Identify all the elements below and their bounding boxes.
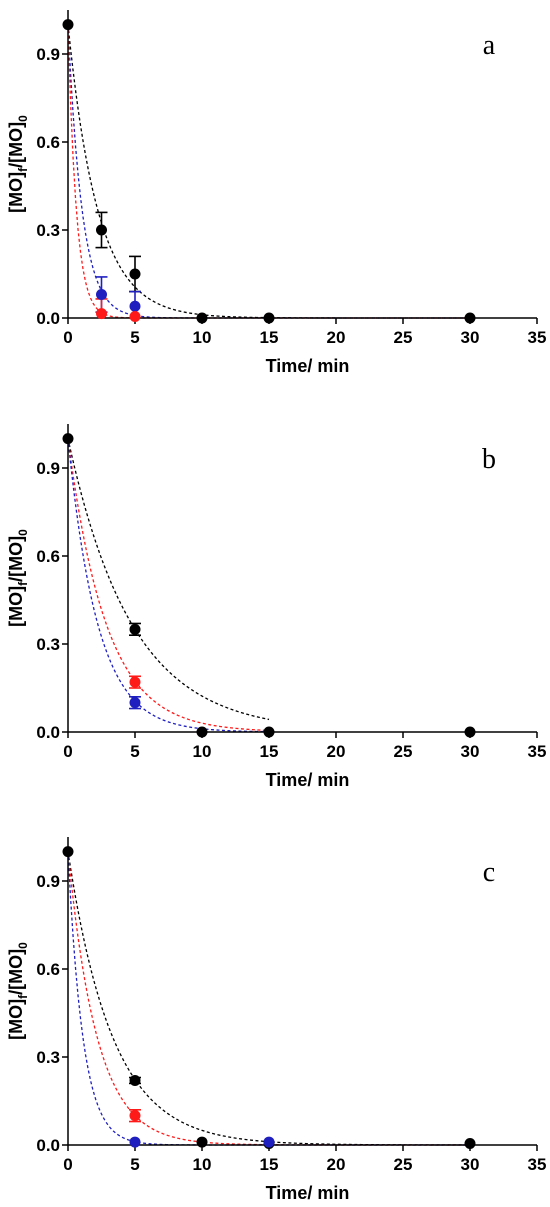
fit-curve-series-2: [67, 851, 470, 1146]
panel-letter: b: [482, 444, 496, 475]
y-axis-title-subscript: 0: [16, 942, 30, 949]
x-tick-label: 35: [528, 742, 547, 761]
x-tick-label: 35: [528, 328, 547, 347]
x-axis-title: Time/ min: [266, 770, 350, 790]
data-point-series-0: [464, 1138, 476, 1150]
data-point-series-0: [196, 312, 208, 324]
y-tick-label: 0.6: [36, 960, 60, 979]
chart-panel-b: 0 5 10 15 20 25 30 35 0.0 0.3 0.6 0.9 Time/ min [MO]f…: [6, 424, 546, 790]
x-tick-label: 0: [63, 742, 72, 761]
data-point-series-0: [96, 224, 107, 236]
x-tick-label: 20: [327, 1155, 346, 1174]
y-axis-title-part: [MO]: [6, 999, 26, 1040]
y-tick-label: 0.3: [36, 221, 60, 240]
y-axis-title: [MO]f/[MO]0: [6, 115, 30, 213]
y-axis-title-part: /[MO]: [6, 949, 26, 995]
x-tick-label: 25: [394, 1155, 413, 1174]
x-tick-label: 10: [193, 328, 212, 347]
y-tick-label: 0.9: [36, 872, 60, 891]
x-tick-label: 10: [193, 742, 212, 761]
chart-panel-a: 0 5 10 15 20 25 30 35 0.0 0.3 0.6 0.9 Time/ min [MO]f…: [6, 10, 546, 376]
x-tick-label: 5: [130, 1155, 139, 1174]
data-point-series-0: [196, 1136, 208, 1148]
y-axis-title-part: /[MO]: [6, 536, 26, 582]
fit-curve-series-1: [67, 851, 470, 1146]
data-point-series-0: [263, 726, 275, 738]
fit-curve-series-1: [67, 24, 470, 319]
fit-curve-series-2: [67, 438, 270, 733]
data-point-series-2: [96, 308, 107, 320]
fit-curve-series-2: [67, 24, 470, 319]
y-axis-title: [MO]f/[MO]0: [6, 529, 30, 627]
panel-letter: c: [483, 857, 495, 888]
y-tick-label: 0.0: [36, 723, 60, 742]
x-tick-label: 20: [327, 328, 346, 347]
fit-curve-series-1: [67, 438, 270, 732]
y-tick-label: 0.9: [36, 459, 60, 478]
data-point-series-0: [196, 726, 208, 738]
y-axis-title-part: /[MO]: [6, 122, 26, 168]
y-axis-title-subscript: f: [16, 994, 30, 999]
data-point-series-0: [62, 846, 74, 858]
data-point-series-2: [129, 1136, 141, 1148]
x-tick-label: 5: [130, 742, 139, 761]
data-point-series-0: [129, 623, 141, 635]
x-tick-label: 15: [260, 328, 279, 347]
data-point-series-2: [129, 697, 141, 709]
x-tick-label: 15: [260, 1155, 279, 1174]
data-point-series-1: [96, 289, 107, 301]
y-tick-label: 0.6: [36, 547, 60, 566]
x-tick-label: 25: [394, 328, 413, 347]
fit-curve-series-0: [67, 24, 470, 319]
y-axis-title-subscript: f: [16, 581, 30, 586]
data-point-series-0: [62, 19, 74, 31]
y-axis-title: [MO]f/[MO]0: [6, 942, 30, 1040]
y-tick-label: 0.0: [36, 1136, 60, 1155]
x-tick-label: 30: [461, 328, 480, 347]
chart-panel-c: 0 5 10 15 20 25 30 35 0.0 0.3 0.6 0.9 Time/ min [MO]f…: [6, 837, 546, 1203]
x-axis-title: Time/ min: [266, 356, 350, 376]
data-point-series-0: [129, 268, 141, 280]
x-axis-title: Time/ min: [266, 1183, 350, 1203]
y-tick-label: 0.6: [36, 133, 60, 152]
y-tick-label: 0.9: [36, 45, 60, 64]
data-point-series-2: [263, 1136, 275, 1148]
data-point-series-0: [129, 1074, 141, 1086]
y-tick-label: 0.0: [36, 309, 60, 328]
y-tick-label: 0.3: [36, 635, 60, 654]
y-axis-title-part: [MO]: [6, 172, 26, 213]
x-tick-label: 15: [260, 742, 279, 761]
x-tick-label: 30: [461, 742, 480, 761]
data-point-series-0: [62, 433, 74, 445]
data-point-series-1: [129, 1110, 141, 1122]
y-axis-title-subscript: 0: [16, 115, 30, 122]
data-point-series-0: [263, 312, 275, 324]
x-tick-label: 0: [63, 328, 72, 347]
data-point-series-0: [464, 312, 476, 324]
x-tick-label: 5: [130, 328, 139, 347]
x-tick-label: 0: [63, 1155, 72, 1174]
data-point-series-2: [129, 311, 141, 323]
x-tick-label: 10: [193, 1155, 212, 1174]
y-axis-title-part: [MO]: [6, 586, 26, 627]
data-point-series-1: [129, 676, 141, 688]
fit-curve-series-0: [67, 438, 270, 721]
x-tick-label: 35: [528, 1155, 547, 1174]
y-axis-title-subscript: 0: [16, 529, 30, 536]
x-tick-label: 20: [327, 742, 346, 761]
y-axis-title-subscript: f: [16, 167, 30, 172]
x-tick-label: 25: [394, 742, 413, 761]
data-point-series-1: [129, 300, 141, 312]
fit-curve-series-0: [67, 851, 470, 1146]
data-point-series-0: [464, 726, 476, 738]
x-tick-label: 30: [461, 1155, 480, 1174]
panel-letter: a: [483, 30, 496, 61]
y-tick-label: 0.3: [36, 1048, 60, 1067]
